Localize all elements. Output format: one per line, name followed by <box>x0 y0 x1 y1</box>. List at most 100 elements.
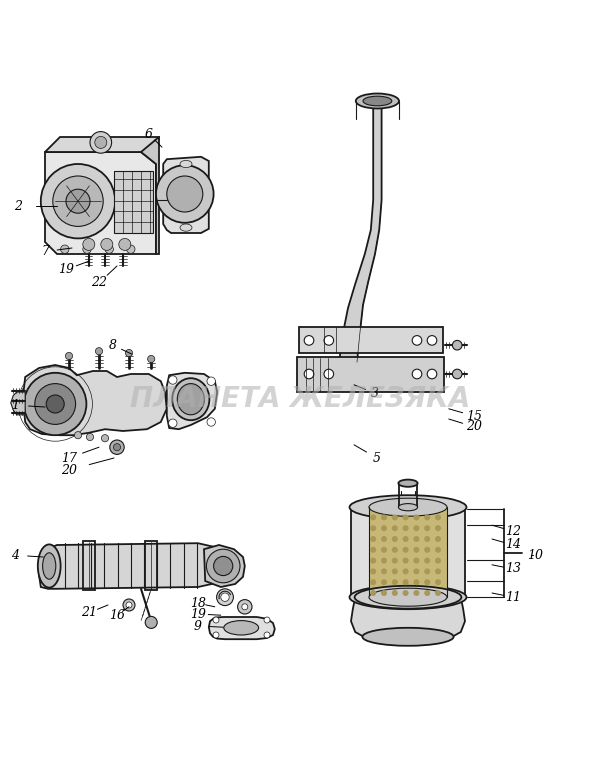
Circle shape <box>169 376 177 384</box>
Polygon shape <box>45 137 159 152</box>
Ellipse shape <box>349 495 467 520</box>
Circle shape <box>403 547 409 553</box>
Polygon shape <box>45 152 156 254</box>
Polygon shape <box>167 373 217 429</box>
Circle shape <box>83 245 91 253</box>
Circle shape <box>238 600 252 614</box>
Ellipse shape <box>180 224 192 231</box>
Circle shape <box>403 579 409 585</box>
Circle shape <box>86 433 94 441</box>
Polygon shape <box>163 157 209 233</box>
Circle shape <box>413 579 419 585</box>
Ellipse shape <box>355 586 461 608</box>
Circle shape <box>435 590 441 596</box>
Circle shape <box>214 557 233 576</box>
Circle shape <box>412 336 422 345</box>
Circle shape <box>65 352 73 360</box>
Ellipse shape <box>349 585 467 609</box>
Circle shape <box>264 632 270 638</box>
Circle shape <box>381 557 387 564</box>
Text: 10: 10 <box>527 549 543 562</box>
Ellipse shape <box>398 503 418 511</box>
Circle shape <box>370 514 376 520</box>
Circle shape <box>156 165 214 223</box>
Text: 2: 2 <box>14 199 22 212</box>
Circle shape <box>221 593 229 601</box>
Circle shape <box>167 176 203 212</box>
Circle shape <box>427 336 437 345</box>
Text: 21: 21 <box>81 606 97 619</box>
Circle shape <box>207 377 215 385</box>
Polygon shape <box>23 365 167 435</box>
Circle shape <box>90 131 112 153</box>
Circle shape <box>126 602 132 608</box>
Text: 8: 8 <box>109 339 117 352</box>
Circle shape <box>381 590 387 596</box>
Circle shape <box>95 137 107 148</box>
Circle shape <box>74 432 82 438</box>
Circle shape <box>381 547 387 553</box>
Circle shape <box>370 590 376 596</box>
Ellipse shape <box>363 96 392 106</box>
Circle shape <box>370 579 376 585</box>
Circle shape <box>381 536 387 542</box>
Text: 19: 19 <box>58 263 74 276</box>
Polygon shape <box>351 598 465 639</box>
Circle shape <box>435 514 441 520</box>
Ellipse shape <box>369 498 447 516</box>
Circle shape <box>413 568 419 574</box>
Circle shape <box>207 418 215 426</box>
Circle shape <box>217 589 233 605</box>
Circle shape <box>403 514 409 520</box>
Circle shape <box>452 369 462 379</box>
Text: 16: 16 <box>109 608 125 621</box>
Bar <box>114 171 153 233</box>
Circle shape <box>424 547 430 553</box>
Circle shape <box>424 525 430 531</box>
Circle shape <box>435 568 441 574</box>
Circle shape <box>424 514 430 520</box>
Text: 20: 20 <box>61 463 77 476</box>
Circle shape <box>381 525 387 531</box>
Circle shape <box>381 514 387 520</box>
Circle shape <box>113 444 121 451</box>
Polygon shape <box>204 545 245 587</box>
Circle shape <box>127 245 135 253</box>
Circle shape <box>101 239 113 250</box>
Circle shape <box>46 395 64 413</box>
Circle shape <box>413 514 419 520</box>
Circle shape <box>24 373 86 435</box>
Circle shape <box>304 336 314 345</box>
Bar <box>351 507 465 598</box>
Circle shape <box>424 590 430 596</box>
Circle shape <box>427 369 437 379</box>
Circle shape <box>381 568 387 574</box>
Polygon shape <box>11 392 25 415</box>
Ellipse shape <box>398 479 418 487</box>
Ellipse shape <box>362 628 454 646</box>
Ellipse shape <box>180 161 192 168</box>
Circle shape <box>370 547 376 553</box>
Circle shape <box>381 579 387 585</box>
Circle shape <box>435 579 441 585</box>
Circle shape <box>413 547 419 553</box>
Text: 4: 4 <box>11 549 19 562</box>
Circle shape <box>66 189 90 213</box>
Ellipse shape <box>178 384 204 415</box>
Circle shape <box>413 557 419 564</box>
Circle shape <box>424 557 430 564</box>
Text: 17: 17 <box>61 452 77 465</box>
Circle shape <box>123 599 135 611</box>
Circle shape <box>35 384 76 425</box>
Circle shape <box>392 536 398 542</box>
Circle shape <box>169 419 177 428</box>
Circle shape <box>403 590 409 596</box>
Circle shape <box>392 579 398 585</box>
Circle shape <box>264 617 270 623</box>
Text: 20: 20 <box>466 420 482 433</box>
Text: 18: 18 <box>190 597 206 610</box>
Polygon shape <box>141 137 159 254</box>
Polygon shape <box>209 617 275 639</box>
Circle shape <box>304 369 314 379</box>
Text: 22: 22 <box>91 276 107 290</box>
